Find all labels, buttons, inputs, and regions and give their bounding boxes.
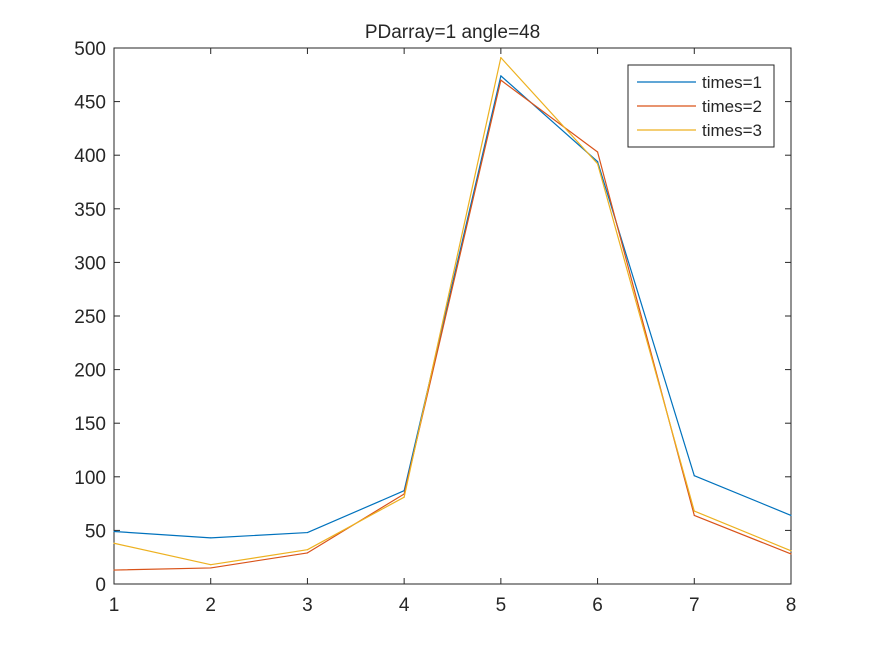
y-tick-label: 200 [74, 361, 106, 382]
data-point-series-2 [693, 514, 695, 516]
data-point-series-1 [113, 530, 115, 533]
chart-title: PDarray=1 angle=48 [365, 22, 540, 43]
y-tick-label: 400 [74, 146, 106, 167]
y-tick-label: 350 [74, 200, 106, 221]
x-tick-label: 4 [399, 595, 410, 616]
data-point-series-3 [500, 57, 502, 59]
data-point-series-2 [113, 569, 115, 571]
data-point-series-1 [693, 475, 695, 477]
y-tick-label: 300 [74, 253, 106, 274]
x-tick-label: 3 [302, 595, 313, 616]
x-tick-label: 2 [205, 595, 216, 616]
y-tick-label: 150 [74, 414, 106, 435]
data-point-series-2 [790, 553, 792, 555]
y-tick-label: 50 [85, 521, 106, 542]
data-point-series-1 [500, 75, 502, 77]
data-point-series-3 [693, 510, 695, 512]
y-tick-label: 0 [95, 575, 106, 596]
y-tick-label: 250 [74, 307, 106, 328]
data-point-series-1 [596, 161, 599, 163]
x-tick-label: 6 [592, 595, 603, 616]
x-tick-label: 1 [109, 595, 120, 616]
legend-label-3: times=3 [702, 121, 762, 140]
data-point-series-1 [790, 514, 792, 516]
data-point-series-3 [210, 564, 212, 566]
x-tick-label: 5 [496, 595, 507, 616]
series-line-1 [113, 75, 792, 539]
y-tick-label: 100 [74, 468, 106, 489]
data-point-series-2 [500, 79, 502, 81]
data-point-series-3 [113, 542, 115, 544]
legend-label-1: times=1 [702, 73, 762, 92]
data-point-series-2 [596, 151, 599, 153]
legend: times=1 times=2 times=3 [627, 64, 775, 148]
data-point-series-3 [403, 496, 405, 498]
y-tick-label: 450 [74, 93, 106, 114]
data-point-series-3 [596, 163, 599, 165]
data-point-series-2 [306, 552, 309, 554]
series-line-3 [113, 57, 792, 566]
y-tick-label: 500 [74, 39, 106, 60]
data-point-series-3 [306, 549, 309, 551]
data-point-series-1 [210, 537, 212, 539]
x-tick-label: 8 [786, 595, 797, 616]
data-point-series-3 [790, 550, 792, 552]
data-point-series-2 [210, 567, 212, 569]
legend-label-2: times=2 [702, 97, 762, 116]
data-point-series-1 [306, 531, 309, 534]
x-tick-label: 7 [689, 595, 700, 616]
